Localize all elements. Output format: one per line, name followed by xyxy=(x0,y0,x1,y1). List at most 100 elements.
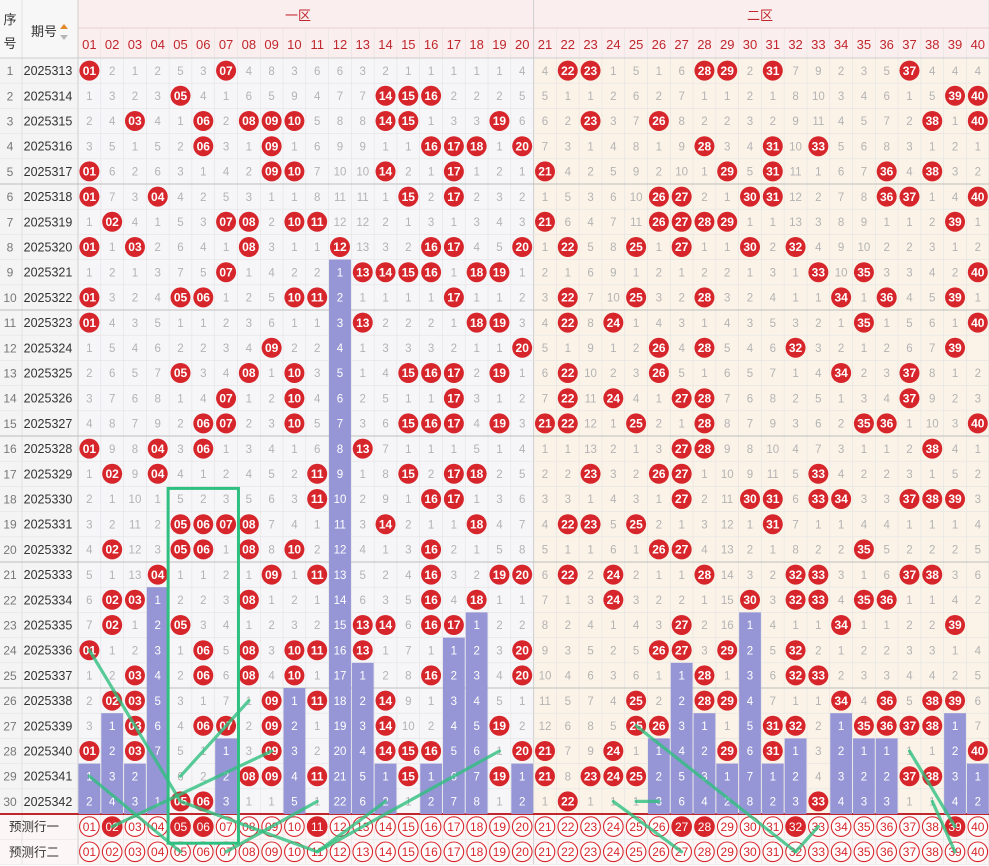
col-header-17[interactable]: 17 xyxy=(447,37,461,52)
col-header-31[interactable]: 31 xyxy=(766,37,780,52)
col-header-22[interactable]: 22 xyxy=(561,37,575,52)
col-header-12[interactable]: 12 xyxy=(333,37,347,52)
col-header-15[interactable]: 15 xyxy=(401,37,415,52)
col-header-13[interactable]: 13 xyxy=(356,37,370,52)
prediction-ball-36[interactable] xyxy=(876,816,898,837)
prediction-ball-29[interactable] xyxy=(716,841,738,863)
prediction-ball-40[interactable] xyxy=(967,841,989,863)
prediction-ball-03[interactable] xyxy=(124,841,146,863)
col-header-35[interactable]: 35 xyxy=(857,37,871,52)
prediction-ball-36[interactable] xyxy=(876,841,898,863)
col-header-36[interactable]: 36 xyxy=(879,37,893,52)
prediction-ball-16[interactable] xyxy=(420,841,442,863)
prediction-ball-27[interactable] xyxy=(671,816,693,837)
sort-down-icon[interactable] xyxy=(60,35,68,40)
prediction-ball-40[interactable] xyxy=(967,816,989,837)
prediction-ball-38[interactable] xyxy=(921,841,943,863)
prediction-ball-09[interactable] xyxy=(261,841,282,863)
prediction-ball-08[interactable] xyxy=(238,841,260,863)
prediction-ball-11[interactable] xyxy=(306,816,328,837)
prediction-ball-25[interactable] xyxy=(625,841,647,863)
prediction-ball-18[interactable] xyxy=(466,816,488,837)
prediction-ball-31[interactable] xyxy=(762,841,784,863)
prediction-ball-12[interactable] xyxy=(329,841,351,863)
col-header-19[interactable]: 19 xyxy=(492,37,506,52)
col-header-11[interactable]: 11 xyxy=(310,37,324,52)
prediction-ball-15[interactable] xyxy=(397,841,419,863)
col-header-07[interactable]: 07 xyxy=(219,37,233,52)
prediction-ball-26[interactable] xyxy=(648,841,670,863)
col-header-09[interactable]: 09 xyxy=(264,37,278,52)
col-header-38[interactable]: 38 xyxy=(925,37,939,52)
col-header-04[interactable]: 04 xyxy=(150,37,164,52)
prediction-ball-32[interactable] xyxy=(785,816,806,837)
prediction-ball-24[interactable] xyxy=(602,816,624,837)
prediction-ball-16[interactable] xyxy=(420,816,442,837)
col-header-06[interactable]: 06 xyxy=(196,37,210,52)
col-header-28[interactable]: 28 xyxy=(697,37,711,52)
col-header-01[interactable]: 01 xyxy=(82,37,96,52)
prediction-ball-34[interactable] xyxy=(830,816,852,837)
prediction-ball-34[interactable] xyxy=(830,841,852,863)
prediction-ball-19[interactable] xyxy=(489,816,510,837)
prediction-ball-35[interactable] xyxy=(853,841,875,863)
col-header-10[interactable]: 10 xyxy=(287,37,301,52)
prediction-ball-05[interactable] xyxy=(170,816,191,837)
col-header-03[interactable]: 03 xyxy=(128,37,142,52)
prediction-ball-04[interactable] xyxy=(147,841,169,863)
prediction-ball-21[interactable] xyxy=(534,816,556,837)
prediction-ball-17[interactable] xyxy=(443,841,465,863)
col-header-05[interactable]: 05 xyxy=(173,37,187,52)
prediction-ball-15[interactable] xyxy=(397,816,419,837)
prediction-ball-28[interactable] xyxy=(694,816,715,837)
col-header-23[interactable]: 23 xyxy=(583,37,597,52)
col-header-02[interactable]: 02 xyxy=(105,37,119,52)
prediction-ball-20[interactable] xyxy=(511,816,533,837)
prediction-ball-23[interactable] xyxy=(580,841,601,863)
prediction-ball-01[interactable] xyxy=(79,841,100,863)
period-column-header[interactable]: 期号 xyxy=(31,24,57,39)
col-header-18[interactable]: 18 xyxy=(469,37,483,52)
prediction-ball-20[interactable] xyxy=(511,841,533,863)
col-header-16[interactable]: 16 xyxy=(424,37,438,52)
col-header-14[interactable]: 14 xyxy=(378,37,392,52)
prediction-ball-17[interactable] xyxy=(443,816,465,837)
col-header-30[interactable]: 30 xyxy=(743,37,757,52)
col-header-37[interactable]: 37 xyxy=(902,37,916,52)
col-header-27[interactable]: 27 xyxy=(674,37,688,52)
prediction-ball-21[interactable] xyxy=(534,841,556,863)
col-header-32[interactable]: 32 xyxy=(788,37,802,52)
prediction-ball-19[interactable] xyxy=(489,841,510,863)
col-header-40[interactable]: 40 xyxy=(971,37,985,52)
prediction-ball-06[interactable] xyxy=(192,816,214,837)
col-header-25[interactable]: 25 xyxy=(629,37,643,52)
prediction-ball-18[interactable] xyxy=(466,841,488,863)
col-header-21[interactable]: 21 xyxy=(538,37,552,52)
prediction-ball-14[interactable] xyxy=(375,841,396,863)
prediction-ball-23[interactable] xyxy=(580,816,601,837)
prediction-ball-02[interactable] xyxy=(101,841,123,863)
col-header-24[interactable]: 24 xyxy=(606,37,620,52)
col-header-26[interactable]: 26 xyxy=(652,37,666,52)
col-header-20[interactable]: 20 xyxy=(515,37,529,52)
col-header-33[interactable]: 33 xyxy=(811,37,825,52)
prediction-ball-22[interactable] xyxy=(557,816,579,837)
prediction-ball-35[interactable] xyxy=(853,816,875,837)
col-header-39[interactable]: 39 xyxy=(948,37,962,52)
prediction-ball-13[interactable] xyxy=(352,841,374,863)
col-header-08[interactable]: 08 xyxy=(242,37,256,52)
prediction-ball-37[interactable] xyxy=(899,816,920,837)
prediction-ball-01[interactable] xyxy=(79,816,100,837)
col-header-34[interactable]: 34 xyxy=(834,37,848,52)
prediction-ball-10[interactable] xyxy=(284,816,305,837)
prediction-ball-29[interactable] xyxy=(716,816,738,837)
prediction-ball-22[interactable] xyxy=(557,841,579,863)
prediction-ball-28[interactable] xyxy=(694,841,715,863)
prediction-ball-37[interactable] xyxy=(899,841,920,863)
col-header-29[interactable]: 29 xyxy=(720,37,734,52)
prediction-ball-30[interactable] xyxy=(739,841,761,863)
prediction-ball-14[interactable] xyxy=(375,816,396,837)
prediction-ball-33[interactable] xyxy=(807,841,829,863)
prediction-ball-24[interactable] xyxy=(602,841,624,863)
sort-up-icon[interactable] xyxy=(60,24,68,29)
